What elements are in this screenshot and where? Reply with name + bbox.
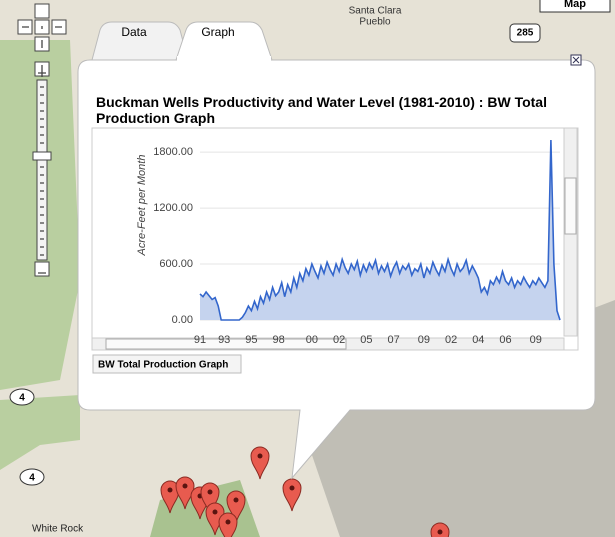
- map-type-label[interactable]: Map: [564, 0, 586, 10]
- sheet-tab-label[interactable]: BW Total Production Graph: [98, 360, 228, 371]
- vertical-scroll-thumb[interactable]: [564, 177, 577, 235]
- zoom-slider-handle[interactable]: [32, 151, 52, 161]
- zoom-glyphs: [22, 26, 62, 274]
- x-tick-label: 98: [273, 334, 285, 346]
- area-fill: [200, 140, 560, 320]
- x-tick-label: 09: [418, 334, 430, 346]
- sheet-tab[interactable]: [92, 354, 242, 374]
- x-tick-label: 09: [530, 334, 542, 346]
- horizontal-scroll-thumb[interactable]: [105, 338, 347, 350]
- x-tick-label: 07: [387, 334, 399, 346]
- x-tick-label: 00: [306, 334, 318, 346]
- popup-title: Buckman Wells Productivity and Water Lev…: [96, 94, 547, 126]
- tab-label[interactable]: Data: [121, 25, 147, 39]
- map-label: Santa Clara: [349, 6, 402, 17]
- x-tick-label: 93: [218, 334, 230, 346]
- tab-label[interactable]: Graph: [201, 25, 234, 39]
- y-tick-label: 0.00: [172, 314, 193, 326]
- x-tick-label: 06: [499, 334, 511, 346]
- tab-join: [177, 56, 271, 64]
- x-tick-label: 04: [472, 334, 484, 346]
- x-tick-label: 91: [194, 334, 206, 346]
- y-tick-label: 1200.00: [153, 202, 193, 214]
- map-label: Pueblo: [359, 17, 391, 28]
- y-tick-label: 1800.00: [153, 146, 193, 158]
- route-shield: [19, 468, 45, 486]
- zoom-control[interactable]: [17, 3, 67, 277]
- area-line: [199, 139, 561, 321]
- y-axis-label: Acre-Feet per Month: [136, 155, 148, 257]
- route-number: 4: [19, 393, 25, 404]
- route-number: 285: [517, 28, 534, 39]
- pan-up[interactable]: [34, 3, 50, 19]
- x-tick-label: 02: [333, 334, 345, 346]
- route-number: 4: [29, 473, 35, 484]
- zoom-out[interactable]: [34, 261, 50, 277]
- route-shield: [9, 388, 35, 406]
- marker[interactable]: [430, 522, 450, 537]
- x-tick-label: 95: [245, 334, 257, 346]
- tab-data[interactable]: [91, 21, 189, 61]
- x-tick-label: 05: [360, 334, 372, 346]
- forest-area: [0, 395, 80, 470]
- x-tick-label: 02: [445, 334, 457, 346]
- close-glyph: [572, 56, 580, 64]
- zoom-slider-track[interactable]: [36, 79, 48, 261]
- tab-graph[interactable]: [175, 21, 273, 61]
- route-shield: [509, 23, 541, 43]
- plot: [199, 139, 561, 321]
- map-type-button[interactable]: [539, 0, 611, 13]
- map-label: White Rock: [32, 524, 84, 535]
- y-tick-label: 600.00: [159, 258, 193, 270]
